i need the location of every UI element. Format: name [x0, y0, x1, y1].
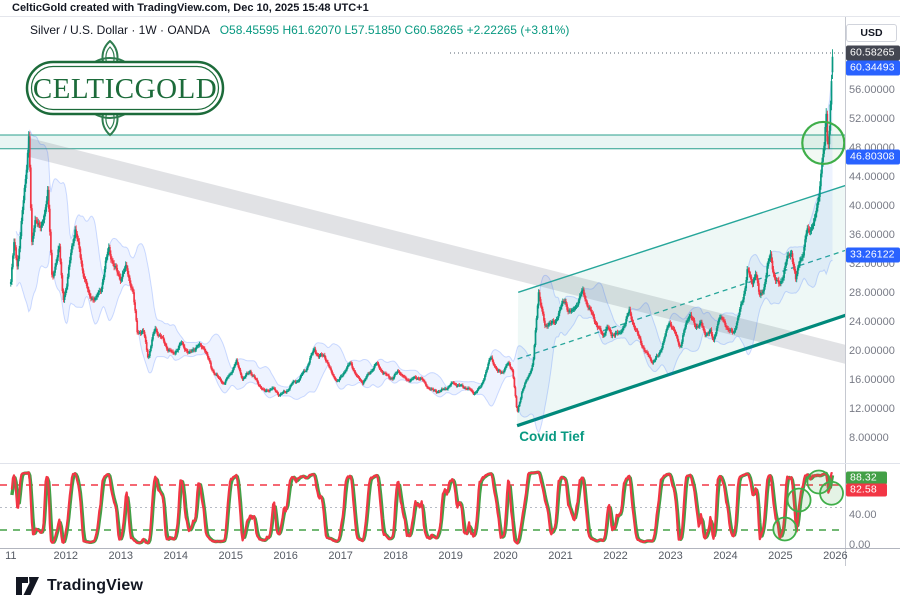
channel-lower-line[interactable] [516, 313, 847, 428]
stochastic-pane[interactable] [0, 469, 845, 545]
year-label: 2026 [823, 550, 848, 562]
year-label: 2020 [493, 550, 518, 562]
year-label: 2025 [768, 550, 793, 562]
year-label: 2012 [53, 550, 79, 562]
price-badge: 88.32 [846, 471, 887, 485]
attribution-text: CelticGold created with TradingView.com,… [12, 2, 369, 14]
year-label: 2024 [713, 550, 738, 562]
celtic-knot-icon: CELTICGOLD [25, 40, 225, 137]
price-tick: 44.00000 [849, 171, 895, 183]
candle-bodies-down [14, 113, 830, 412]
symbol-title[interactable]: Silver / U.S. Dollar · 1W · OANDA [30, 23, 210, 37]
ohlc-values: O58.45595 H61.62070 L57.51850 C60.58265 … [219, 23, 570, 37]
year-label: 2013 [108, 550, 134, 562]
price-badge: 82.58 [846, 483, 887, 497]
downtrend-line[interactable] [28, 137, 847, 364]
price-tick: 8.00000 [849, 432, 889, 444]
tradingview-watermark[interactable]: TradingView [15, 573, 143, 598]
price-tick: 16.00000 [849, 374, 895, 386]
stoch-circle-annotation[interactable] [819, 480, 844, 506]
bollinger-band [16, 60, 833, 433]
price-axis-border [845, 17, 846, 566]
price-tick: 12.00000 [849, 403, 895, 415]
resistance-band[interactable] [0, 134, 845, 149]
time-axis-border [0, 548, 900, 549]
indicator-tick: 40.00 [849, 509, 877, 521]
channel-mid-line[interactable] [517, 249, 847, 360]
breakout-circle-annotation[interactable] [801, 120, 845, 166]
price-tick: 52.00000 [849, 113, 895, 125]
year-label: 2015 [218, 550, 243, 562]
logo-text: CELTICGOLD [33, 73, 217, 105]
tradingview-icon [16, 577, 39, 595]
year-label: 2019 [438, 550, 463, 562]
year-label: 2017 [328, 550, 353, 562]
indicator-tick: 0.00 [849, 539, 871, 551]
stoch-circle-annotation[interactable] [772, 516, 798, 542]
channel-fill[interactable] [517, 185, 847, 426]
price-badge: 60.58265 [846, 45, 900, 61]
channel-upper-line[interactable] [517, 184, 847, 293]
year-label: 2016 [273, 550, 298, 562]
celticgold-logo: CELTICGOLD [14, 40, 229, 138]
stoch-circle-annotation[interactable] [786, 487, 812, 513]
pane-separator[interactable] [0, 463, 900, 464]
candle-bodies-up [9, 56, 834, 412]
main-pane[interactable]: Covid Tief [0, 49, 847, 444]
year-label: 2023 [658, 550, 683, 562]
price-badge: 33.26122 [846, 247, 900, 263]
stoch-k-line [10, 471, 834, 545]
year-label: 11 [5, 550, 17, 562]
symbol-header: Silver / U.S. Dollar · 1W · OANDA O58.45… [30, 23, 569, 37]
year-label: 2014 [163, 550, 188, 562]
currency-toggle-button[interactable]: USD [846, 24, 897, 42]
price-tick: 40.00000 [849, 200, 895, 212]
price-badge: 60.34493 [846, 60, 900, 76]
year-label: 2018 [383, 550, 408, 562]
attribution-bar: CelticGold created with TradingView.com,… [0, 0, 900, 17]
year-label: 2021 [548, 550, 573, 562]
price-tick: 36.00000 [849, 229, 895, 241]
covid-low-label[interactable]: Covid Tief [519, 429, 585, 444]
year-label: 2022 [603, 550, 628, 562]
price-tick: 56.00000 [849, 84, 895, 96]
price-tick: 28.00000 [849, 287, 895, 299]
price-badge: 46.80308 [846, 149, 900, 165]
price-tick: 24.00000 [849, 316, 895, 328]
tradingview-brand: TradingView [47, 576, 144, 594]
price-tick: 20.00000 [849, 345, 895, 357]
